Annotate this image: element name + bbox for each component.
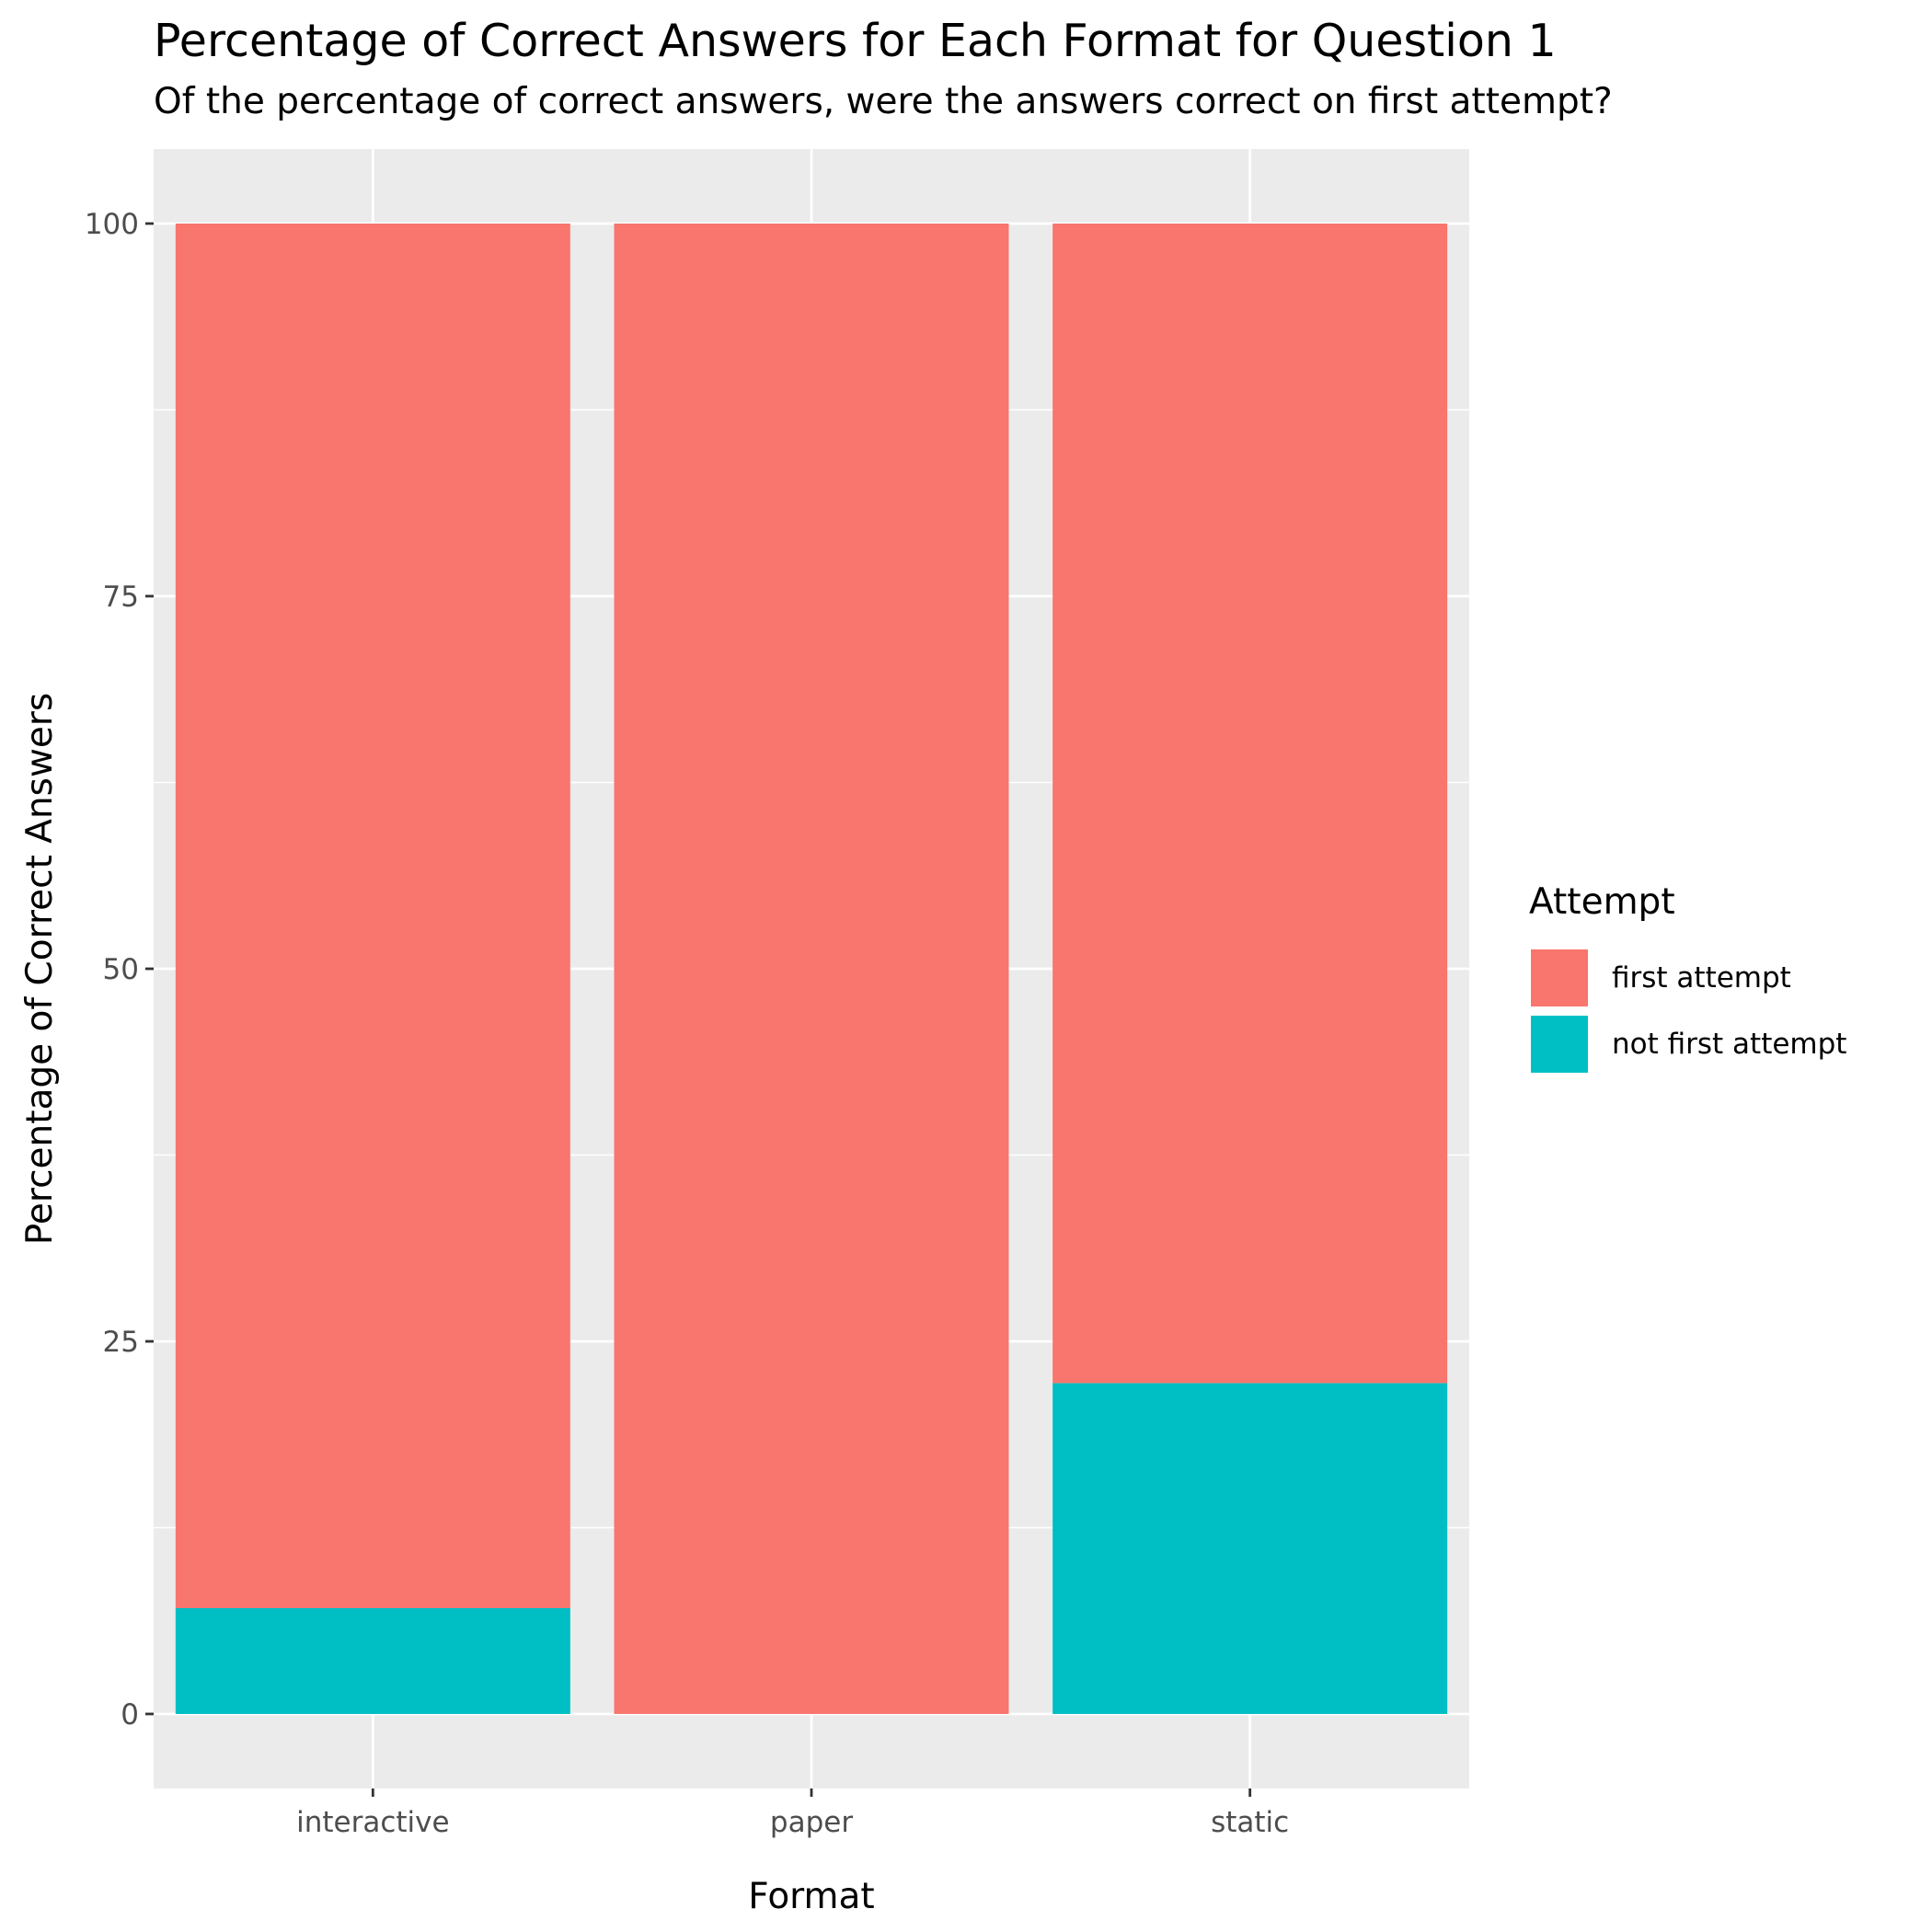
legend-label-not-first-attempt: not first attempt [1612, 1028, 1847, 1061]
chart-subtitle: Of the percentage of correct answers, we… [154, 81, 1613, 122]
bar-interactive-not-first-attempt [175, 1607, 570, 1714]
x-axis-title: Format [748, 1876, 874, 1917]
legend: Attempt first attempt not first attempt [1529, 881, 1846, 1077]
x-tick-label: static [1211, 1806, 1289, 1839]
y-tick-label: 75 [103, 581, 139, 614]
legend-label-first-attempt: first attempt [1612, 961, 1791, 995]
x-tick-label: paper [770, 1806, 853, 1839]
y-tick-label: 100 [85, 208, 139, 241]
bar-paper-first-attempt [614, 224, 1009, 1714]
y-tick-label: 50 [103, 953, 139, 986]
bar-interactive-first-attempt [175, 224, 570, 1608]
y-tick-label: 0 [121, 1698, 139, 1731]
bar-static-not-first-attempt [1052, 1383, 1448, 1714]
bar-static-first-attempt [1052, 224, 1448, 1384]
legend-key-first-attempt [1529, 948, 1590, 1008]
legend-title: Attempt [1529, 881, 1675, 923]
legend-item-not-first-attempt: not first attempt [1529, 1011, 1846, 1077]
chart-title: Percentage of Correct Answers for Each F… [154, 15, 1557, 67]
legend-item-first-attempt: first attempt [1529, 945, 1846, 1011]
legend-key-not-first-attempt [1529, 1014, 1590, 1075]
y-tick-label: 25 [103, 1326, 139, 1359]
y-axis-title: Percentage of Correct Answers [19, 693, 61, 1245]
x-tick-label: interactive [296, 1806, 449, 1839]
